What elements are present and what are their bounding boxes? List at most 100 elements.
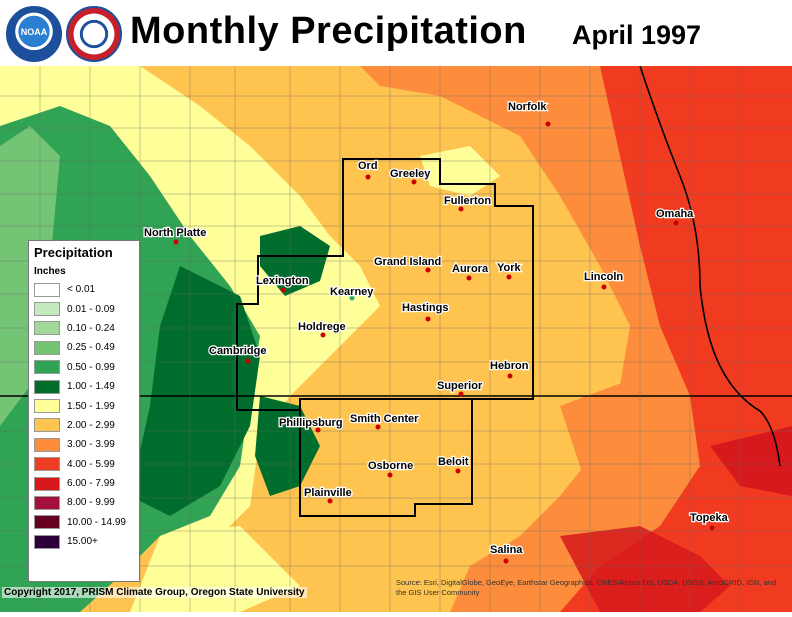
- legend-label: 1.00 - 1.49: [67, 381, 115, 393]
- precip-zone-1-1-5: [130, 266, 260, 516]
- city-dot-fullerton: [458, 206, 464, 212]
- legend-item: 15.00+: [34, 532, 134, 551]
- city-label-topeka: Topeka: [690, 512, 729, 524]
- city-dot-greeley: [411, 179, 417, 185]
- city-dot-cambridge: [245, 358, 251, 364]
- city-dot-beloit: [455, 468, 461, 474]
- noaa-logo: [6, 6, 62, 62]
- legend-item: 8.00 - 9.99: [34, 493, 134, 512]
- city-label-beloit: Beloit: [438, 456, 469, 468]
- legend-label: 1.50 - 1.99: [67, 400, 115, 412]
- legend-label: 4.00 - 5.99: [67, 458, 115, 470]
- city-dot-phillipsburg: [315, 427, 321, 433]
- city-label-ord: Ord: [358, 160, 378, 172]
- city-label-lexington: Lexington: [256, 275, 309, 287]
- map-period: April 1997: [572, 20, 702, 50]
- legend-label: 0.01 - 0.09: [67, 303, 115, 315]
- city-dot-ord: [365, 174, 371, 180]
- legend-item: 6.00 - 7.99: [34, 474, 134, 493]
- legend-item: 10.00 - 14.99: [34, 513, 134, 532]
- legend-item: 1.00 - 1.49: [34, 377, 134, 396]
- legend-swatch: [34, 399, 60, 414]
- legend-label: 0.50 - 0.99: [67, 361, 115, 373]
- city-label-hebron: Hebron: [490, 360, 529, 372]
- city-dot-north-platte: [173, 239, 179, 245]
- city-dot-omaha: [673, 220, 679, 226]
- city-dot-aurora: [466, 275, 472, 281]
- header: NOAA Monthly Precipitation April 1997: [0, 0, 792, 66]
- precip-zone-1-1-5c: [255, 396, 320, 496]
- city-label-greeley: Greeley: [390, 168, 431, 180]
- source-credits: Source: Esri, DigitalGlobe, GeoEye, Eart…: [396, 578, 777, 597]
- city-label-fullerton: Fullerton: [444, 195, 491, 207]
- city-dot-holdrege: [320, 332, 326, 338]
- city-dot-superior: [458, 391, 464, 397]
- legend-swatch: [34, 457, 60, 472]
- city-dot-osborne: [387, 472, 393, 478]
- city-label-kearney: Kearney: [330, 286, 374, 298]
- city-label-smith-center: Smith Center: [350, 413, 419, 425]
- city-label-superior: Superior: [437, 380, 483, 392]
- legend-label: 6.00 - 7.99: [67, 478, 115, 490]
- city-label-salina: Salina: [490, 544, 523, 556]
- legend: Precipitation Inches < 0.01 0.01 - 0.09 …: [28, 240, 140, 582]
- precip-zone-6-8: [710, 426, 792, 496]
- city-label-north-platte: North Platte: [144, 227, 206, 239]
- legend-swatch: [34, 515, 60, 530]
- nws-logo: [66, 6, 122, 62]
- city-dot-salina: [503, 558, 509, 564]
- legend-unit: Inches: [34, 266, 66, 277]
- legend-label: < 0.01: [67, 284, 96, 296]
- legend-item: 1.50 - 1.99: [34, 396, 134, 415]
- city-dot-hastings: [425, 316, 431, 322]
- legend-label: 8.00 - 9.99: [67, 497, 115, 509]
- city-dot-topeka: [709, 525, 715, 531]
- legend-item: 0.01 - 0.09: [34, 299, 134, 318]
- legend-title: Precipitation: [34, 245, 113, 260]
- legend-swatch: [34, 321, 60, 336]
- legend-item: 2.00 - 2.99: [34, 416, 134, 435]
- city-dot-lexington: [280, 287, 286, 293]
- legend-swatch: [34, 495, 60, 510]
- city-label-norfolk: Norfolk: [508, 101, 547, 113]
- legend-label: 10.00 - 14.99: [67, 516, 126, 528]
- city-markers: Norfolk Ord Greeley Fullerton North Plat…: [143, 100, 730, 564]
- county-grid: [0, 66, 792, 612]
- city-dot-york: [506, 274, 512, 280]
- legend-swatch: [34, 534, 60, 549]
- legend-label: 0.10 - 0.24: [67, 322, 115, 334]
- legend-item: 3.00 - 3.99: [34, 435, 134, 454]
- city-dot-hebron: [507, 373, 513, 379]
- city-dot-norfolk: [545, 121, 551, 127]
- city-dot-plainville: [327, 498, 333, 504]
- legend-swatch: [34, 360, 60, 375]
- city-dot-grand-island: [425, 267, 431, 273]
- city-label-grand-island: Grand Island: [374, 256, 441, 268]
- missouri-river: [639, 65, 781, 467]
- map-title: Monthly Precipitation: [130, 10, 527, 52]
- legend-swatch: [34, 437, 60, 452]
- legend-items: < 0.01 0.01 - 0.09 0.10 - 0.24 0.25 - 0.…: [34, 280, 134, 551]
- legend-swatch: [34, 302, 60, 317]
- city-label-hastings: Hastings: [402, 302, 448, 314]
- city-label-york: York: [497, 262, 522, 274]
- legend-item: < 0.01: [34, 280, 134, 299]
- legend-swatch: [34, 282, 60, 297]
- city-dot-lincoln: [601, 284, 607, 290]
- legend-swatch: [34, 476, 60, 491]
- legend-label: 15.00+: [67, 536, 98, 548]
- legend-swatch: [34, 418, 60, 433]
- city-label-omaha: Omaha: [656, 208, 694, 220]
- city-label-holdrege: Holdrege: [298, 321, 346, 333]
- city-label-lincoln: Lincoln: [584, 271, 623, 283]
- legend-label: 3.00 - 3.99: [67, 439, 115, 451]
- precip-zone-6-8b: [560, 526, 730, 612]
- city-label-phillipsburg: Phillipsburg: [279, 417, 343, 429]
- region-outline-kansas: [299, 398, 473, 517]
- city-label-osborne: Osborne: [368, 460, 413, 472]
- legend-label: 0.25 - 0.49: [67, 342, 115, 354]
- noaa-logo-text: NOAA: [20, 27, 48, 37]
- legend-item: 4.00 - 5.99: [34, 455, 134, 474]
- legend-item: 0.50 - 0.99: [34, 358, 134, 377]
- city-label-plainville: Plainville: [304, 487, 352, 499]
